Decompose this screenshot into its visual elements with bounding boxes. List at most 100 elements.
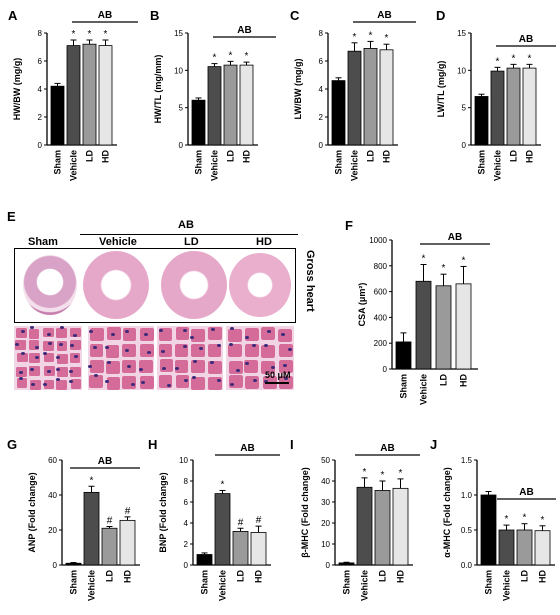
myocyte (173, 359, 190, 375)
panel-a-category-label: LD (85, 150, 95, 162)
myocyte (55, 340, 69, 352)
nucleus (19, 377, 24, 381)
nucleus (29, 368, 34, 372)
panel-d-category-label: HD (525, 150, 535, 163)
panel-c-bar (347, 50, 362, 146)
panel-j-bar (534, 530, 551, 566)
panel-h-y-tick-label: 8 (184, 477, 189, 486)
panel-a-bar (66, 45, 81, 146)
column-label-vehicle: Vehicle (99, 236, 137, 248)
myocyte (88, 342, 105, 358)
nucleus (270, 366, 275, 370)
panel-c-y-tick-label: 4 (319, 85, 324, 94)
nucleus (161, 350, 166, 354)
nucleus (30, 383, 35, 387)
panel-f-letter: F (345, 218, 353, 233)
histology-vehicle (88, 326, 154, 390)
nucleus (280, 333, 285, 337)
panel-d-category-label: Sham (477, 150, 487, 175)
panel-j-letter: J (430, 437, 437, 452)
panel-f-y-tick-label: 0 (383, 365, 388, 374)
nucleus (287, 347, 292, 351)
panel-h-bar (196, 554, 213, 566)
nucleus (252, 343, 257, 347)
panel-f-group-label: AB (448, 232, 462, 243)
myocyte (260, 326, 277, 342)
myocyte (260, 343, 277, 359)
panel-g-significance-mark: * (90, 475, 94, 486)
panel-b-y-tick-label: 15 (174, 29, 183, 38)
panel-i-significance-mark: * (399, 468, 403, 479)
panel-j-bar (516, 529, 533, 566)
panel-h-y-tick-label: 2 (184, 540, 189, 549)
panel-h-bar (250, 532, 267, 566)
myocyte (56, 365, 69, 378)
nucleus (55, 377, 60, 381)
panel-h-category-label: Sham (200, 570, 210, 595)
myocyte (226, 343, 243, 359)
myocyte (139, 374, 154, 390)
panel-c-y-tick-label: 0 (319, 141, 324, 150)
panel-c-significance-mark: * (353, 32, 357, 43)
panel-a-significance-mark: * (72, 29, 76, 40)
panel-d-bar (522, 67, 537, 146)
myocyte (29, 379, 42, 390)
panel-f-y-axis-label: CSA (μm²) (357, 283, 367, 327)
panel-d-y-tick-label: 15 (457, 29, 466, 38)
panel-f-category-label: Sham (399, 374, 409, 399)
panel-g-category-label: HD (123, 570, 133, 583)
panel-c-category-label: Sham (334, 150, 344, 175)
panel-b-letter: B (150, 8, 159, 23)
panel-i-y-tick-label: 40 (321, 477, 330, 486)
myocyte (69, 339, 82, 352)
panel-j-significance-mark: * (523, 513, 527, 524)
panel-i-significance-mark: * (381, 470, 385, 481)
panel-g-y-tick-label: 40 (48, 491, 57, 500)
panel-d-bar (490, 70, 505, 146)
panel-g-group-label: AB (98, 456, 112, 467)
panel-a-bar (82, 43, 97, 146)
panel-c-category-label: HD (382, 150, 392, 163)
nucleus (94, 374, 99, 378)
myocyte (244, 374, 260, 390)
myocyte (173, 343, 190, 359)
panel-f-y-tick-label: 200 (374, 339, 388, 348)
panel-b-bar (207, 66, 222, 146)
panel-c-category-label: Vehicle (350, 150, 360, 181)
panel-b-category-label: Sham (194, 150, 204, 175)
nucleus (88, 330, 93, 334)
panel-c-bar (331, 80, 346, 146)
panel-h-letter: H (148, 437, 157, 452)
column-label-sham: Sham (28, 236, 58, 248)
panel-j-category-label: LD (520, 570, 530, 582)
panel-i-y-tick-label: 0 (326, 561, 331, 570)
panel-b-bar (223, 64, 238, 146)
panel-g-y-tick-label: 0 (53, 561, 58, 570)
panel-f-bar (415, 280, 432, 370)
nucleus (210, 360, 215, 364)
myocyte (190, 342, 206, 358)
panel-d-significance-mark: * (512, 53, 516, 64)
myocyte (121, 375, 137, 390)
nucleus (162, 367, 167, 371)
nucleus (34, 356, 39, 360)
myocyte (138, 359, 154, 375)
panel-i-significance-mark: * (363, 467, 367, 478)
myocyte (190, 375, 206, 390)
panel-j-y-axis-label: α-MHC (Fold change) (442, 467, 452, 558)
panel-g-bar (119, 519, 136, 566)
nucleus (20, 351, 25, 355)
panel-a-bar (50, 85, 65, 146)
nucleus (264, 344, 269, 348)
nucleus (263, 380, 268, 384)
myocyte (27, 338, 41, 351)
nucleus (167, 384, 172, 388)
myocyte (206, 343, 223, 359)
myocyte (69, 378, 82, 390)
nucleus (211, 327, 216, 331)
panel-c-y-tick-label: 6 (319, 57, 324, 66)
histology-ld (157, 326, 223, 390)
scale-bar (265, 382, 289, 384)
panel-j-category-label: Vehicle (502, 570, 512, 601)
nucleus (191, 376, 196, 380)
